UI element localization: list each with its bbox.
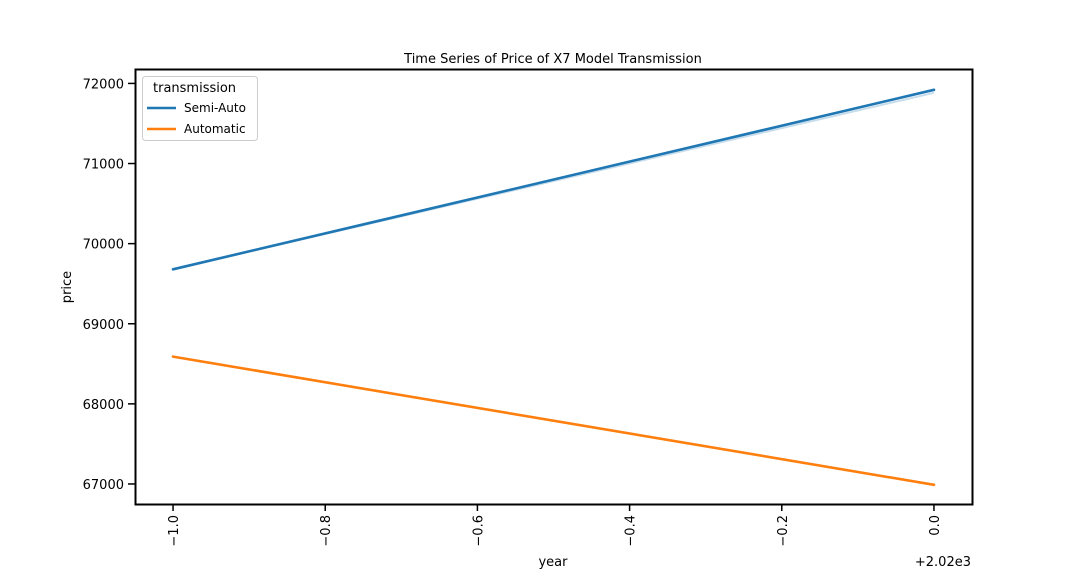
x-tick-label: −0.6 bbox=[471, 515, 486, 547]
x-tick-label: −1.0 bbox=[167, 515, 182, 547]
y-axis: 67000 68000 69000 70000 71000 72000 bbox=[83, 77, 135, 493]
legend: transmission Semi-Auto Automatic bbox=[142, 76, 258, 141]
x-axis-offset-label: +2.02e3 bbox=[915, 555, 971, 570]
chart-title: Time Series of Price of X7 Model Transmi… bbox=[403, 52, 702, 67]
y-tick-label: 71000 bbox=[83, 158, 124, 173]
series-line-automatic bbox=[171, 355, 936, 487]
y-tick-label: 69000 bbox=[83, 318, 124, 333]
legend-label-automatic: Automatic bbox=[184, 122, 246, 136]
y-axis-title: price bbox=[60, 271, 75, 303]
legend-label-semi-auto: Semi-Auto bbox=[184, 101, 246, 115]
series-layer bbox=[171, 88, 936, 487]
legend-title: transmission bbox=[153, 81, 236, 96]
x-tick-label: −0.8 bbox=[319, 515, 334, 547]
y-tick-label: 70000 bbox=[83, 238, 124, 253]
y-tick-label: 68000 bbox=[83, 398, 124, 413]
legend-box bbox=[142, 76, 258, 141]
plot-frame bbox=[134, 68, 974, 506]
x-tick-label: 0.0 bbox=[928, 515, 943, 536]
y-tick-label: 72000 bbox=[83, 77, 124, 92]
series-line-semi-auto bbox=[171, 88, 936, 271]
x-axis-title: year bbox=[538, 555, 568, 570]
x-tick-label: −0.4 bbox=[624, 515, 639, 547]
x-axis: −1.0 −0.8 −0.6 −0.4 −0.2 0.0 bbox=[167, 504, 943, 547]
x-tick-label: −0.2 bbox=[776, 515, 791, 547]
y-tick-label: 67000 bbox=[83, 478, 124, 493]
